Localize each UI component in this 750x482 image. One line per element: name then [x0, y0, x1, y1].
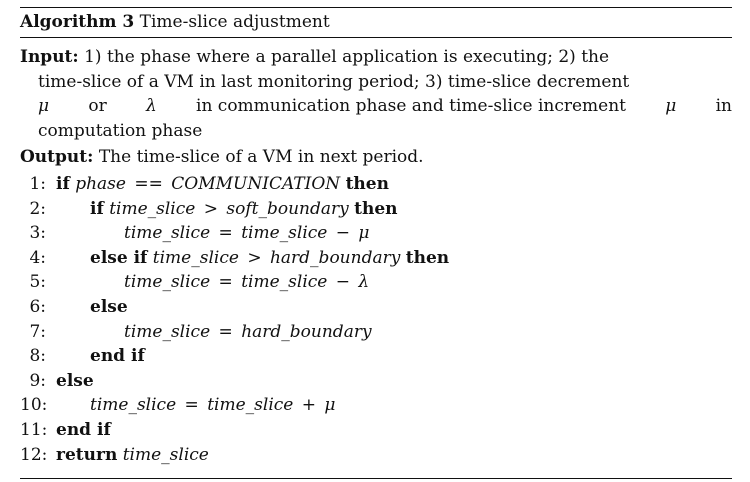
operator-plus: + — [301, 395, 316, 416]
variable: time_slice — [124, 321, 211, 342]
caption-rule — [20, 37, 732, 38]
keyword-return: return — [56, 444, 118, 465]
keyword-else: else — [90, 296, 128, 317]
pseudocode-lines: 1: if phase == COMMUNICATION then 2: if … — [20, 172, 732, 467]
output-section: Output: The time-slice of a VM in next p… — [20, 145, 732, 170]
keyword-if: if — [56, 174, 70, 194]
line-number: 12: — [20, 444, 48, 465]
input-line-3-f: in — [715, 96, 732, 116]
variable-rhs: time_slice — [241, 223, 328, 244]
algorithm-caption: Algorithm 3 Time-slice adjustment — [20, 8, 330, 36]
variable: phase — [75, 174, 126, 194]
bottom-rule — [20, 478, 732, 479]
variable: time_slice — [122, 444, 209, 465]
keyword-end-if: end if — [90, 346, 145, 367]
code-line-2: 2: if time_slice > soft_boundary then — [20, 197, 732, 222]
line-number: 11: — [20, 419, 48, 440]
operator-minus: − — [335, 223, 350, 244]
variable: time_slice — [109, 198, 196, 219]
line-number: 6: — [29, 296, 46, 317]
input-line-4: computation phase — [38, 120, 203, 141]
output-label: Output: — [20, 147, 94, 167]
keyword-then: then — [405, 247, 450, 268]
line-number: 4: — [29, 247, 46, 268]
keyword-end-if: end if — [56, 419, 111, 440]
code-line-9: 9: else — [20, 369, 732, 394]
line-number: 1: — [29, 174, 46, 194]
operator: = — [218, 272, 233, 293]
operator: = — [184, 395, 199, 416]
code-line-8: 8: end if — [20, 344, 732, 369]
input-line-3-d: in communication phase and time-slice in… — [196, 96, 627, 116]
operator: = — [218, 321, 233, 342]
code-line-12: 12: return time_slice — [20, 443, 732, 468]
code-line-10: 10: time_slice = time_slice + μ — [20, 393, 732, 418]
algorithm-label: Algorithm 3 — [20, 12, 135, 32]
mu-symbol: μ — [324, 395, 336, 416]
keyword-then: then — [354, 198, 398, 219]
keyword-else-if: else if — [90, 247, 148, 268]
input-line-1: 1) the phase where a parallel applicatio… — [84, 47, 610, 67]
top-rule — [20, 7, 732, 8]
mu-symbol: μ — [38, 96, 50, 116]
code-line-6: 6: else — [20, 295, 732, 320]
operator: > — [247, 247, 262, 268]
operator-minus: − — [335, 272, 350, 293]
line-number: 8: — [29, 346, 46, 367]
algorithm-title: Time-slice adjustment — [139, 12, 330, 32]
operator: > — [203, 198, 218, 219]
variable-rhs: time_slice — [241, 272, 328, 293]
keyword-if: if — [90, 198, 104, 219]
line-number: 3: — [29, 223, 46, 244]
variable: time_slice — [124, 223, 211, 244]
code-line-11: 11: end if — [20, 418, 732, 443]
constant: COMMUNICATION — [171, 174, 341, 194]
line-number: 10: — [20, 395, 48, 416]
code-line-5: 5: time_slice = time_slice − λ — [20, 270, 732, 295]
code-line-4: 4: else if time_slice > hard_boundary th… — [20, 246, 732, 271]
code-line-1: 1: if phase == COMMUNICATION then — [20, 172, 732, 197]
constant: soft_boundary — [226, 198, 349, 219]
line-number: 5: — [29, 272, 46, 293]
operator: == — [134, 174, 163, 194]
keyword-else: else — [56, 370, 94, 391]
code-line-7: 7: time_slice = hard_boundary — [20, 320, 732, 345]
keyword-then: then — [345, 174, 389, 194]
variable: time_slice — [124, 272, 211, 293]
mu-symbol-2: μ — [665, 96, 677, 116]
code-line-3: 3: time_slice = time_slice − μ — [20, 221, 732, 246]
input-line-3-b: or — [88, 96, 107, 116]
lambda-symbol: λ — [145, 96, 157, 116]
line-number: 9: — [29, 370, 46, 391]
line-number: 7: — [29, 321, 46, 342]
variable-rhs: time_slice — [207, 395, 294, 416]
variable: time_slice — [90, 395, 177, 416]
input-section: Input: 1) the phase where a parallel app… — [20, 45, 732, 143]
input-label: Input: — [20, 47, 79, 67]
mu-symbol: μ — [358, 223, 370, 244]
operator: = — [218, 223, 233, 244]
output-text: The time-slice of a VM in next period. — [98, 147, 424, 167]
line-number: 2: — [29, 198, 46, 219]
constant: hard_boundary — [269, 247, 401, 268]
variable: time_slice — [152, 247, 239, 268]
input-line-2: time-slice of a VM in last monitoring pe… — [38, 71, 630, 92]
constant: hard_boundary — [241, 321, 372, 342]
lambda-symbol: λ — [358, 272, 370, 293]
